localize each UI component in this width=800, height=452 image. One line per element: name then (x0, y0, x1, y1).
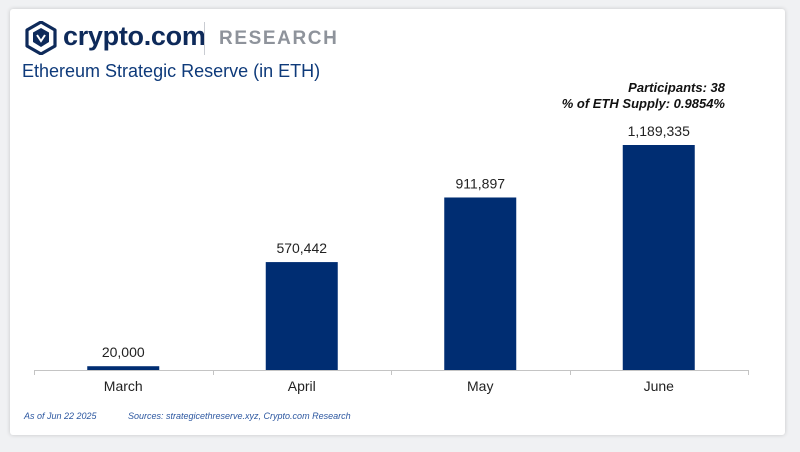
x-tick-label-april: April (288, 378, 316, 394)
as-of-date: As of Jun 22 2025 (24, 411, 97, 421)
x-tick-label-may: May (467, 378, 493, 394)
chart-title: Ethereum Strategic Reserve (in ETH) (22, 61, 321, 81)
x-tick-label-march: March (104, 378, 143, 394)
header-divider (204, 22, 205, 55)
data-label-march: 20,000 (102, 344, 145, 360)
chart-annotation: Participants: 38 % of ETH Supply: 0.9854… (562, 80, 725, 112)
bar-march (87, 366, 160, 370)
section-label: RESEARCH (219, 28, 339, 49)
crypto-com-logo-icon (25, 21, 57, 55)
bar-june (622, 145, 695, 370)
data-label-april: 570,442 (276, 240, 327, 256)
bar-may (444, 197, 517, 370)
brand-name: crypto.com (63, 21, 206, 51)
data-label-june: 1,189,335 (628, 123, 690, 139)
participants-label: Participants: 38 (628, 80, 725, 95)
eth-supply-label: % of ETH Supply: 0.9854% (561, 96, 725, 111)
data-label-may: 911,897 (455, 175, 505, 191)
source-note: Sources: strategicethreserve.xyz, Crypto… (128, 411, 351, 421)
bar-april (265, 262, 338, 370)
x-tick-label-june: June (644, 378, 675, 394)
